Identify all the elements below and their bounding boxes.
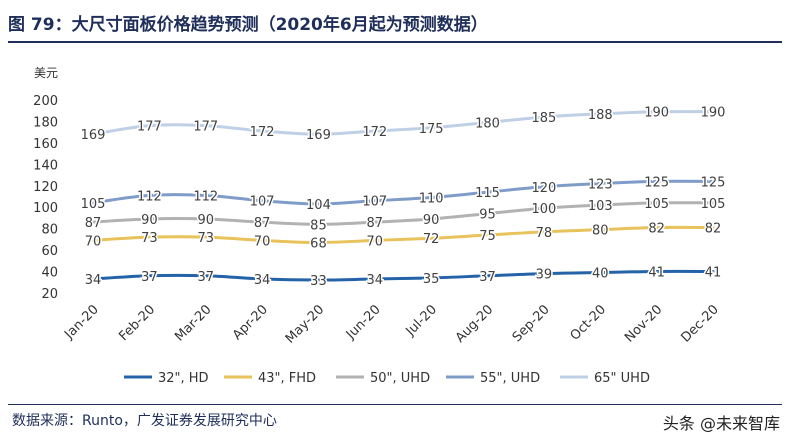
x-tick-label: Jan-20 xyxy=(61,302,102,343)
y-tick-label: 20 xyxy=(41,287,58,302)
data-label: 34 xyxy=(85,273,102,288)
data-label: 172 xyxy=(362,125,387,140)
data-label: 190 xyxy=(644,106,669,121)
x-tick-label: Aug-20 xyxy=(453,302,497,346)
data-source: 数据来源：Runto，广发证券发展研究中心 xyxy=(12,413,277,429)
x-tick-label: Dec-20 xyxy=(678,302,721,345)
y-tick-label: 200 xyxy=(33,94,58,109)
watermark: 头条 @未来智库 xyxy=(662,414,780,433)
y-tick-label: 60 xyxy=(41,244,58,259)
legend-label-2: 43", FHD xyxy=(258,371,316,386)
data-label: 37 xyxy=(141,270,158,285)
x-tick-label: May-20 xyxy=(283,302,327,346)
x-tick-label: Oct-20 xyxy=(568,302,610,344)
series-line-1 xyxy=(91,269,715,282)
data-label: 120 xyxy=(531,181,556,196)
y-tick-label: 100 xyxy=(33,201,58,216)
series-line-5 xyxy=(91,110,715,136)
data-label: 123 xyxy=(588,178,613,193)
data-label: 110 xyxy=(419,192,444,207)
x-tick-label: Sep-20 xyxy=(510,302,553,345)
data-label: 40 xyxy=(592,267,609,282)
data-label: 103 xyxy=(588,199,613,214)
data-label: 70 xyxy=(85,234,102,249)
data-label: 175 xyxy=(419,122,444,137)
data-label: 169 xyxy=(81,128,106,143)
series-line-2 xyxy=(91,225,715,245)
data-label: 105 xyxy=(644,197,669,212)
data-label: 33 xyxy=(310,274,327,289)
data-label: 105 xyxy=(701,197,726,212)
data-label: 37 xyxy=(479,270,496,285)
x-tick-label: Apr-20 xyxy=(230,302,271,343)
data-label: 34 xyxy=(254,273,271,288)
data-label: 112 xyxy=(137,189,162,204)
data-label: 85 xyxy=(310,218,327,233)
footer-divider xyxy=(8,404,782,405)
series-line-4 xyxy=(91,179,715,206)
title-divider xyxy=(8,41,782,43)
y-tick-label: 160 xyxy=(33,137,58,152)
data-label: 39 xyxy=(536,268,553,283)
data-label: 37 xyxy=(197,270,214,285)
line-chart: 美元 20 40 60 80 100 120 140 160 180 200 Jan-20 Feb-20… xyxy=(33,66,727,386)
x-tick-label: Feb-20 xyxy=(116,302,158,344)
data-label: 105 xyxy=(81,197,106,212)
data-label: 70 xyxy=(367,234,384,249)
y-tick-label: 180 xyxy=(33,115,58,130)
data-label: 107 xyxy=(362,195,387,210)
data-label: 80 xyxy=(592,224,609,239)
data-label: 75 xyxy=(479,229,496,244)
data-label: 107 xyxy=(250,195,275,210)
data-label: 87 xyxy=(367,216,384,231)
data-label: 125 xyxy=(701,175,726,190)
data-label: 73 xyxy=(197,231,214,246)
data-label: 177 xyxy=(193,120,218,135)
data-label: 95 xyxy=(479,208,496,223)
data-label: 70 xyxy=(254,234,271,249)
data-label: 34 xyxy=(367,273,384,288)
data-label: 82 xyxy=(705,222,722,237)
data-label: 180 xyxy=(475,116,500,131)
data-label: 72 xyxy=(423,232,440,247)
data-label: 172 xyxy=(250,125,275,140)
legend-label-3: 50", UHD xyxy=(370,371,430,386)
data-label: 68 xyxy=(310,237,327,252)
data-label: 177 xyxy=(137,120,162,135)
data-label: 82 xyxy=(648,222,665,237)
data-label: 112 xyxy=(193,189,218,204)
legend-label-1: 32", HD xyxy=(158,371,209,386)
data-label: 90 xyxy=(141,213,158,228)
data-label: 125 xyxy=(644,175,669,190)
data-label: 78 xyxy=(536,226,553,241)
y-tick-label: 120 xyxy=(33,180,58,195)
data-label: 41 xyxy=(705,265,722,280)
legend-label-4: 55", UHD xyxy=(480,371,540,386)
chart-title: 图 79：大尺寸面板价格趋势预测（2020年6月起为预测数据） xyxy=(8,15,488,35)
series-line-3 xyxy=(91,201,715,226)
x-tick-label: Nov-20 xyxy=(622,302,665,345)
x-tick-label: Jul-20 xyxy=(403,302,440,339)
data-label: 73 xyxy=(141,231,158,246)
data-label: 169 xyxy=(306,128,331,143)
y-axis-label: 美元 xyxy=(34,66,58,80)
data-label: 35 xyxy=(423,272,440,287)
x-tick-label: Mar-20 xyxy=(172,302,214,344)
data-label: 115 xyxy=(475,186,500,201)
data-label: 190 xyxy=(701,106,726,121)
data-label: 41 xyxy=(648,265,665,280)
data-label: 87 xyxy=(85,216,102,231)
data-label: 185 xyxy=(531,111,556,126)
y-tick-label: 40 xyxy=(41,266,58,281)
data-label: 90 xyxy=(423,213,440,228)
data-label: 87 xyxy=(254,216,271,231)
legend-label-5: 65" UHD xyxy=(594,371,650,386)
y-tick-label: 140 xyxy=(33,158,58,173)
x-tick-label: Jun-20 xyxy=(343,302,384,343)
data-label: 188 xyxy=(588,108,613,123)
data-label: 100 xyxy=(531,202,556,217)
data-label: 104 xyxy=(306,198,331,213)
y-tick-label: 80 xyxy=(41,223,58,238)
data-label: 90 xyxy=(197,213,214,228)
